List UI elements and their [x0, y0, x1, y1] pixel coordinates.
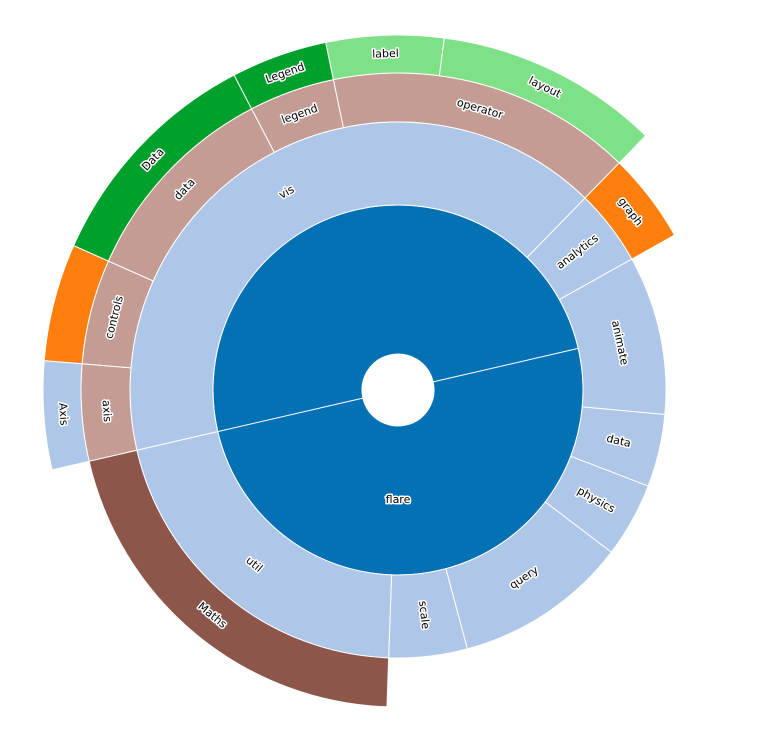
label-axis: Axis [56, 402, 71, 426]
ring2-arc-maths[interactable] [88, 449, 390, 708]
root-arc-flare[interactable] [212, 204, 584, 576]
label-label: label [372, 47, 399, 61]
label-flare: flare [386, 493, 411, 506]
label-scale: scale [416, 600, 432, 630]
ring3-arc-layout[interactable] [438, 37, 647, 164]
label-axis: axis [99, 400, 114, 423]
ring2-arc-graph[interactable] [584, 162, 676, 260]
